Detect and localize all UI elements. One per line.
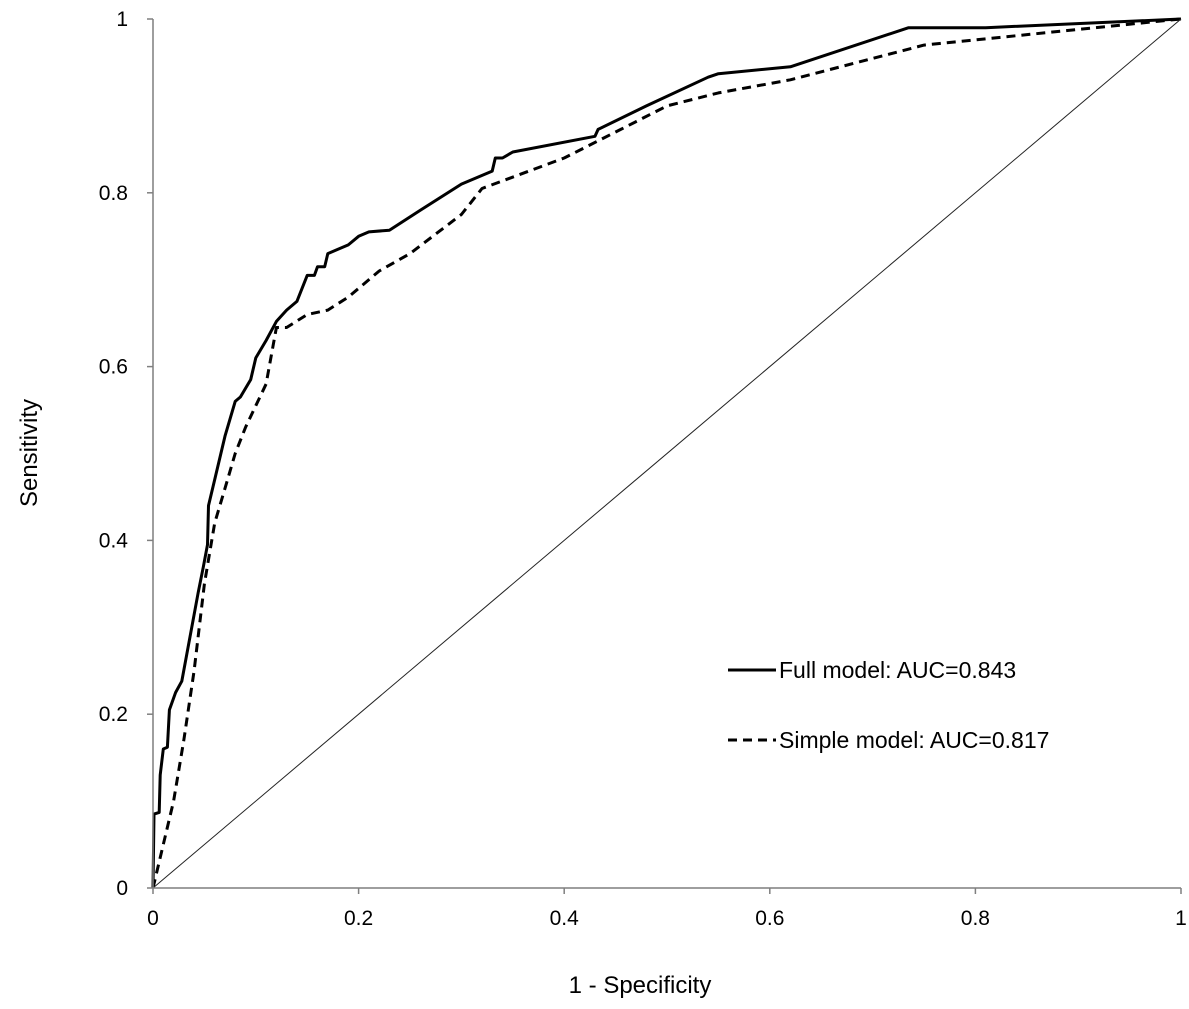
x-tick-label: 0 [147, 907, 159, 930]
x-tick-label: 0.6 [755, 907, 784, 930]
x-tick-label: 0.4 [550, 907, 580, 930]
y-ticks: 0 0.2 0.4 0.6 0.8 1 [99, 8, 153, 900]
y-axis-label: Sensitivity [16, 399, 43, 507]
x-tick-label: 0.2 [344, 907, 373, 930]
y-tick-label: 0.4 [99, 529, 129, 552]
x-axis-label: 1 - Specificity [569, 972, 712, 999]
axes [152, 19, 1181, 889]
y-tick-label: 0.6 [99, 356, 128, 379]
y-tick-label: 1 [116, 8, 128, 31]
x-ticks: 0 0.2 0.4 0.6 0.8 1 [147, 888, 1187, 930]
legend-label-full-model: Full model: AUC=0.843 [779, 657, 1016, 683]
x-tick-label: 0.8 [961, 907, 990, 930]
x-tick-label: 1 [1175, 907, 1187, 930]
y-tick-label: 0.8 [99, 182, 128, 205]
legend: Full model: AUC=0.843 Simple model: AUC=… [728, 657, 1049, 753]
legend-label-simple-model: Simple model: AUC=0.817 [779, 727, 1049, 753]
y-tick-label: 0 [116, 877, 128, 900]
reference-diagonal-line [152, 18, 1182, 889]
plot-lines [151, 17, 1182, 889]
simple-model-line [151, 17, 1182, 889]
y-tick-label: 0.2 [99, 703, 128, 726]
full-model-line [151, 17, 1182, 889]
